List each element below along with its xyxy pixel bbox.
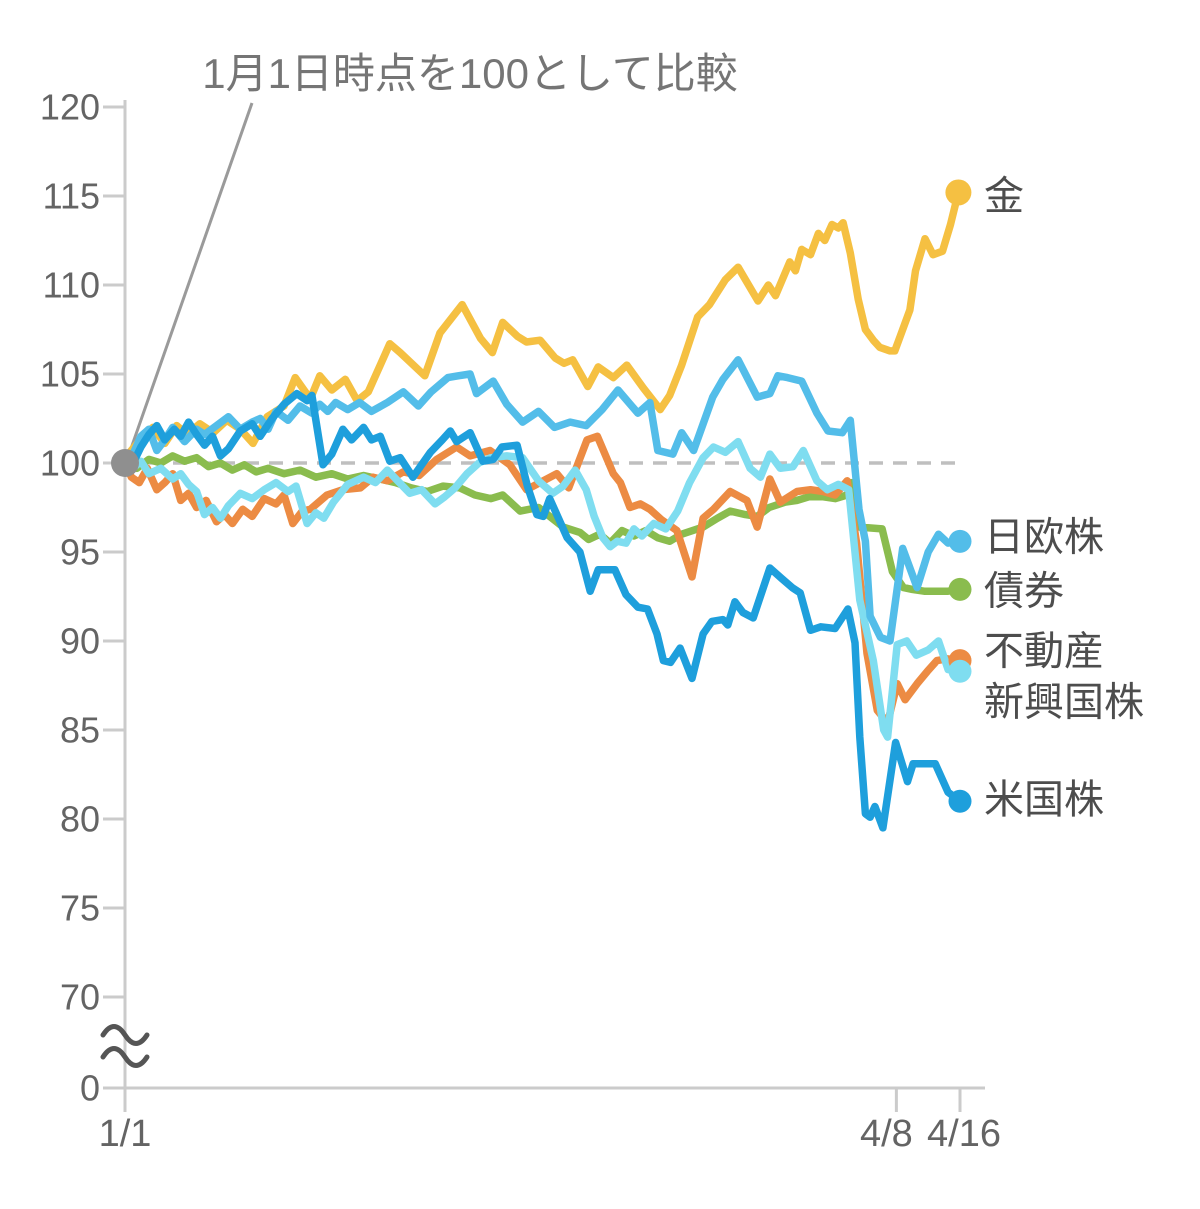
y-tick-label: 90 bbox=[60, 621, 100, 662]
series-line-emerging-stocks bbox=[121, 437, 964, 741]
x-tick-label: 4/8 bbox=[860, 1113, 913, 1155]
y-tick-label: 75 bbox=[60, 888, 100, 929]
series-end-dot-bonds bbox=[948, 577, 972, 601]
axis-break-squiggle bbox=[100, 1046, 150, 1068]
legend-label-us-stocks: 米国株 bbox=[984, 778, 1104, 822]
series-end-dot-japan-europe-stocks bbox=[948, 529, 972, 553]
series-line-us-stocks bbox=[121, 389, 964, 832]
x-tick-label: 4/16 bbox=[927, 1113, 1001, 1155]
y-tick-label: 115 bbox=[43, 176, 100, 217]
annotation-pointer-line bbox=[126, 102, 254, 458]
y-tick-label: 80 bbox=[60, 799, 100, 840]
x-tick-label: 1/1 bbox=[99, 1113, 152, 1155]
series-end-dot-gold bbox=[945, 179, 972, 206]
y-zero-label: 0 bbox=[80, 1068, 100, 1109]
legend-label-emerging-stocks: 新興国株 bbox=[984, 680, 1144, 724]
legend-label-japan-europe-stocks: 日欧株 bbox=[984, 515, 1104, 559]
y-tick-label: 100 bbox=[40, 443, 100, 484]
y-tick-label: 105 bbox=[40, 354, 100, 395]
y-tick-label: 85 bbox=[60, 710, 100, 751]
y-tick-label: 70 bbox=[60, 977, 100, 1018]
legend-label-real-estate: 不動産 bbox=[984, 630, 1104, 674]
series-end-dot-emerging-stocks bbox=[948, 659, 972, 683]
annotation-text: 1月1日時点を100として比較 bbox=[202, 50, 738, 97]
legend-label-gold: 金 bbox=[984, 174, 1024, 218]
series-line-japan-europe-stocks bbox=[121, 356, 964, 645]
axis-break-squiggle bbox=[100, 1024, 150, 1046]
y-tick-label: 110 bbox=[43, 265, 100, 306]
series-end-dot-us-stocks bbox=[948, 789, 972, 813]
y-tick-label: 120 bbox=[40, 87, 100, 128]
y-tick-label: 95 bbox=[60, 532, 100, 573]
series-line-bonds bbox=[121, 452, 964, 595]
legend-label-bonds: 債券 bbox=[984, 569, 1064, 613]
start-point-dot bbox=[111, 449, 139, 477]
series-line-real-estate bbox=[121, 432, 964, 727]
